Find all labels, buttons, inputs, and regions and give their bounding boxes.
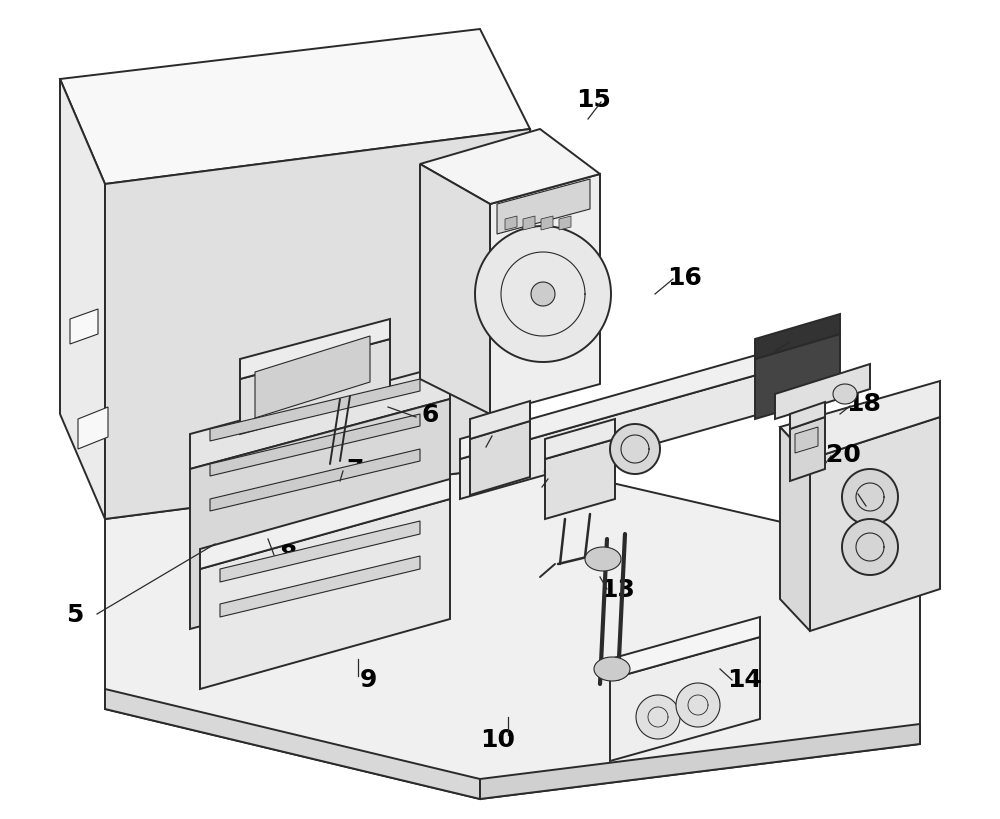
Polygon shape bbox=[842, 469, 898, 525]
Polygon shape bbox=[610, 424, 660, 474]
Polygon shape bbox=[610, 637, 760, 761]
Polygon shape bbox=[497, 180, 590, 235]
Polygon shape bbox=[210, 379, 420, 441]
Polygon shape bbox=[755, 314, 840, 360]
Text: 14: 14 bbox=[728, 667, 762, 691]
Text: 9: 9 bbox=[359, 667, 377, 691]
Polygon shape bbox=[78, 408, 108, 450]
Polygon shape bbox=[676, 683, 720, 727]
Polygon shape bbox=[240, 319, 390, 379]
Polygon shape bbox=[545, 440, 615, 519]
Polygon shape bbox=[105, 464, 920, 799]
Polygon shape bbox=[610, 618, 760, 679]
Polygon shape bbox=[585, 547, 621, 572]
Polygon shape bbox=[545, 419, 615, 459]
Polygon shape bbox=[240, 340, 390, 434]
Polygon shape bbox=[470, 401, 530, 440]
Polygon shape bbox=[780, 428, 810, 631]
Text: 7: 7 bbox=[346, 458, 364, 482]
Polygon shape bbox=[505, 217, 517, 231]
Text: 8: 8 bbox=[279, 542, 297, 566]
Polygon shape bbox=[220, 522, 420, 582]
Polygon shape bbox=[490, 174, 600, 414]
Text: 11: 11 bbox=[485, 423, 520, 446]
Text: 15: 15 bbox=[577, 88, 611, 112]
Text: 19: 19 bbox=[861, 492, 895, 516]
Polygon shape bbox=[795, 428, 818, 454]
Polygon shape bbox=[460, 374, 760, 500]
Polygon shape bbox=[220, 556, 420, 618]
Polygon shape bbox=[210, 450, 420, 511]
Polygon shape bbox=[210, 414, 420, 477]
Polygon shape bbox=[105, 130, 530, 519]
Polygon shape bbox=[190, 400, 450, 629]
Text: 12: 12 bbox=[541, 468, 575, 491]
Text: 6: 6 bbox=[421, 402, 439, 427]
Text: 18: 18 bbox=[847, 391, 881, 415]
Polygon shape bbox=[541, 217, 553, 231]
Polygon shape bbox=[790, 402, 825, 429]
Polygon shape bbox=[523, 217, 535, 231]
Polygon shape bbox=[420, 130, 600, 205]
Polygon shape bbox=[810, 418, 940, 631]
Polygon shape bbox=[842, 519, 898, 575]
Polygon shape bbox=[60, 80, 105, 519]
Polygon shape bbox=[790, 418, 825, 482]
Polygon shape bbox=[70, 310, 98, 345]
Polygon shape bbox=[60, 30, 530, 185]
Polygon shape bbox=[775, 364, 870, 419]
Polygon shape bbox=[190, 364, 450, 469]
Text: 5: 5 bbox=[66, 602, 84, 627]
Text: 20: 20 bbox=[826, 442, 860, 467]
Text: 10: 10 bbox=[481, 727, 516, 751]
Polygon shape bbox=[255, 337, 370, 419]
Polygon shape bbox=[200, 500, 450, 689]
Polygon shape bbox=[200, 479, 450, 569]
Polygon shape bbox=[531, 283, 555, 306]
Polygon shape bbox=[420, 165, 490, 414]
Polygon shape bbox=[559, 217, 571, 231]
Text: 16: 16 bbox=[668, 265, 702, 290]
Polygon shape bbox=[755, 335, 840, 419]
Polygon shape bbox=[470, 422, 530, 495]
Polygon shape bbox=[780, 382, 940, 459]
Text: 13: 13 bbox=[601, 577, 635, 601]
Polygon shape bbox=[594, 657, 630, 681]
Text: 17: 17 bbox=[786, 328, 820, 351]
Polygon shape bbox=[475, 227, 611, 363]
Polygon shape bbox=[460, 355, 760, 459]
Polygon shape bbox=[480, 724, 920, 799]
Polygon shape bbox=[105, 689, 480, 799]
Polygon shape bbox=[833, 385, 857, 405]
Polygon shape bbox=[636, 695, 680, 739]
